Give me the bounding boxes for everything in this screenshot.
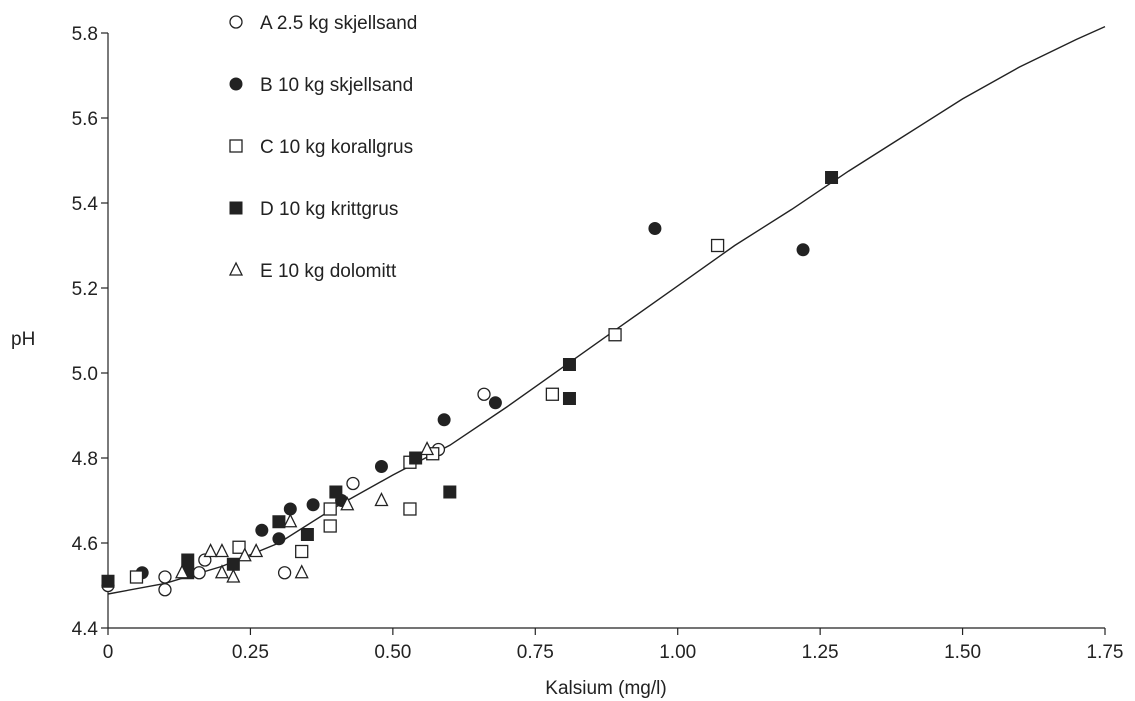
data-point-c [403, 502, 417, 516]
data-point-a [277, 566, 292, 580]
data-point-d [101, 574, 115, 588]
data-point-e [214, 564, 229, 579]
data-point-b [255, 523, 269, 537]
y-tick-label: 5.4 [72, 194, 99, 215]
legend-marker-d [229, 201, 243, 215]
y-tick-label: 4.8 [72, 449, 98, 470]
y-tick-label: 5.2 [72, 279, 98, 300]
fit-line [107, 25, 1106, 595]
y-tick-label: 5.0 [72, 364, 98, 385]
data-point-d [825, 171, 839, 184]
data-point-e [419, 441, 435, 456]
x-tick-label: 0.50 [374, 642, 411, 663]
data-point-c [295, 544, 309, 559]
data-point-d [443, 485, 457, 499]
data-point-d [181, 553, 195, 567]
x-axis: 0 0.25 0.50 0.75 1.00 1.25 1.50 1.75 [103, 627, 1124, 663]
legend-label-e: E 10 kg dolomitt [260, 261, 397, 282]
data-point-e [203, 543, 218, 558]
data-point-d [409, 451, 423, 465]
legend-marker-c [229, 139, 243, 153]
data-point-a [192, 566, 206, 580]
data-point-d [300, 528, 314, 541]
x-tick-label: 1.75 [1087, 642, 1124, 663]
y-tick-label: 5.8 [72, 24, 98, 45]
data-point-c [323, 519, 337, 533]
data-point-a [158, 570, 172, 584]
data-point-a [477, 387, 491, 401]
legend-label-d: D 10 kg krittgrus [260, 199, 398, 220]
data-point-e [214, 543, 229, 558]
data-point-c [710, 238, 725, 253]
x-tick-label: 1.25 [802, 642, 839, 663]
data-point-d [226, 557, 240, 571]
legend: A 2.5 kg skjellsand B 10 kg skjellsand C 1… [228, 13, 417, 282]
data-point-b [374, 460, 388, 473]
legend-marker-b [229, 77, 243, 91]
data-point-b [437, 413, 451, 427]
legend-marker-a [229, 15, 243, 29]
legend-label-c: C 10 kg korallgrus [260, 137, 413, 158]
data-point-b [488, 396, 502, 410]
data-point-a [158, 583, 172, 597]
y-tick-label: 4.4 [72, 619, 99, 640]
data-point-b [283, 502, 297, 516]
data-point-e [283, 513, 298, 528]
data-point-c [545, 387, 560, 401]
data-point-e [294, 564, 309, 579]
data-point-d [329, 485, 343, 499]
data-points [101, 171, 839, 597]
x-tick-label: 0.75 [517, 642, 554, 663]
data-point-d [562, 392, 576, 405]
data-point-b [796, 243, 810, 257]
data-point-d [272, 515, 286, 529]
data-point-b [306, 498, 320, 512]
data-point-b [648, 222, 662, 235]
fit-line-group [107, 25, 1106, 595]
data-point-a [346, 476, 360, 491]
y-axis: 4.4 4.6 4.8 5.0 5.2 5.4 5.6 5.8 [72, 24, 109, 640]
data-point-c [232, 540, 246, 554]
data-point-b [272, 532, 286, 546]
legend-label-a: A 2.5 kg skjellsand [260, 13, 417, 34]
x-tick-label: 1.00 [659, 642, 696, 663]
data-point-c [608, 328, 622, 342]
x-tick-label: 1.50 [944, 642, 981, 663]
data-point-e [249, 543, 264, 558]
legend-label-b: B 10 kg skjellsand [260, 75, 413, 96]
data-point-e [175, 564, 190, 579]
data-point-e [226, 568, 241, 583]
x-tick-label: 0 [103, 642, 114, 663]
data-point-e [374, 492, 389, 507]
y-axis-title: pH [11, 329, 35, 350]
legend-marker-e [228, 261, 244, 276]
data-point-d [562, 358, 576, 371]
data-point-c [323, 502, 337, 516]
x-tick-label: 0.25 [232, 642, 269, 663]
x-axis-title: Kalsium (mg/l) [545, 678, 666, 699]
y-tick-label: 4.6 [72, 534, 98, 555]
data-point-e [237, 547, 252, 562]
y-tick-label: 5.6 [72, 109, 98, 130]
data-point-e [340, 496, 355, 511]
data-point-c [129, 570, 144, 584]
